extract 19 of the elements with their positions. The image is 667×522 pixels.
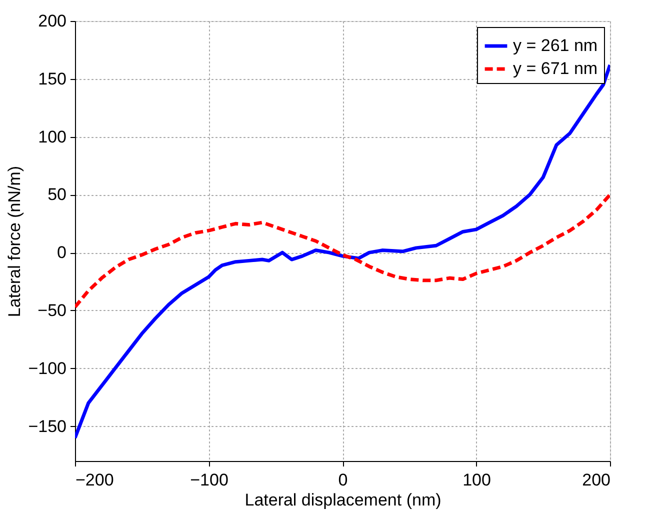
legend-label: y = 261 nm [513, 36, 598, 55]
x-tick-label: 0 [338, 470, 348, 490]
x-tick-label: 100 [462, 470, 491, 490]
line-series [75, 63, 610, 440]
y-tick-label: −50 [38, 300, 66, 320]
x-tick-label: −200 [76, 470, 114, 490]
y-tick-label: 200 [38, 12, 66, 30]
y-tick-label: 100 [38, 127, 66, 146]
y-tick-label: 50 [48, 185, 66, 204]
y-tick-label: −100 [28, 358, 66, 378]
line-series [75, 192, 610, 309]
x-axis-title: Lateral displacement (nm) [244, 490, 442, 510]
y-tick-label: 150 [38, 69, 66, 88]
y-tick-label: −150 [28, 416, 66, 436]
legend-label: y = 671 nm [513, 59, 598, 78]
x-tick-label: 200 [582, 470, 610, 490]
x-tick-label: −100 [190, 470, 228, 490]
y-axis-title: Lateral force (nN/m) [5, 166, 24, 318]
y-tick-label: 0 [57, 243, 66, 262]
